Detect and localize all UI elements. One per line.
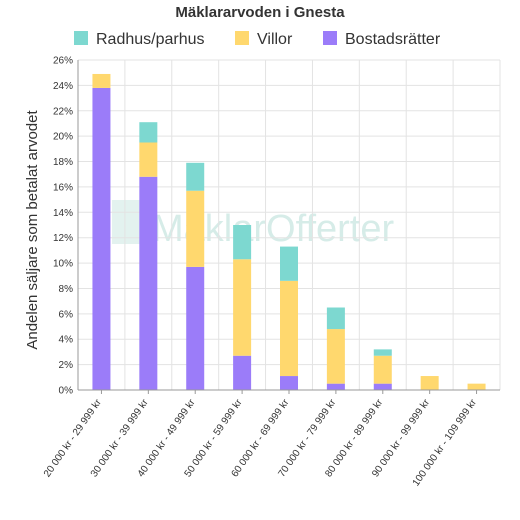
y-axis-label: Andelen säljare som betalat arvodet <box>24 110 41 350</box>
y-tick-label: 14% <box>53 208 73 219</box>
bar-segment-bostadsr-tter[interactable] <box>280 376 298 390</box>
bar-segment-bostadsr-tter[interactable] <box>233 355 252 390</box>
legend-label: Villor <box>257 31 293 48</box>
y-tick-label: 16% <box>53 182 73 193</box>
legend-swatch <box>74 31 88 45</box>
legend-swatch <box>235 31 249 45</box>
y-tick-label: 4% <box>59 335 74 346</box>
bar-segment-villor[interactable] <box>326 329 345 384</box>
bar-segment-villor[interactable] <box>467 383 486 390</box>
bar-segment-radhus-parhus[interactable] <box>139 122 158 143</box>
y-tick-label: 18% <box>53 157 73 168</box>
y-tick-label: 20% <box>53 132 73 143</box>
y-tick-label: 8% <box>59 284 74 295</box>
bar-segment-bostadsr-tter[interactable] <box>186 266 205 390</box>
bar-segment-bostadsr-tter[interactable] <box>139 176 158 390</box>
bar-segment-radhus-parhus[interactable] <box>280 246 298 281</box>
bar-segment-radhus-parhus[interactable] <box>326 307 345 330</box>
axes: 0%2%4%6%8%10%12%14%16%18%20%22%24%26%20 … <box>42 56 500 488</box>
bar-segment-villor[interactable] <box>139 142 158 177</box>
bar-segment-villor[interactable] <box>280 280 298 377</box>
bar-segment-bostadsr-tter[interactable] <box>326 383 345 390</box>
y-tick-label: 24% <box>53 81 73 92</box>
bar-segment-villor[interactable] <box>92 73 111 88</box>
y-tick-label: 2% <box>59 360 74 371</box>
bar-segment-bostadsr-tter[interactable] <box>92 87 111 390</box>
bar-segment-radhus-parhus[interactable] <box>186 162 205 191</box>
y-tick-label: 10% <box>53 259 73 270</box>
bar-segment-villor[interactable] <box>373 355 392 384</box>
y-tick-label: 0% <box>59 386 74 397</box>
y-tick-label: 12% <box>53 233 73 244</box>
bars <box>92 73 486 390</box>
y-tick-label: 22% <box>53 106 73 117</box>
legend-swatch <box>323 31 337 45</box>
bar-segment-radhus-parhus[interactable] <box>233 225 252 260</box>
legend-item[interactable]: Villor <box>235 31 293 48</box>
legend-item[interactable]: Bostadsrätter <box>323 31 441 48</box>
bar-segment-villor[interactable] <box>420 376 439 390</box>
legend-item[interactable]: Radhus/parhus <box>74 31 205 48</box>
legend-label: Bostadsrätter <box>345 31 441 48</box>
y-tick-label: 26% <box>53 56 73 67</box>
bar-segment-villor[interactable] <box>186 190 205 267</box>
bar-segment-villor[interactable] <box>233 259 252 356</box>
legend: Radhus/parhus Villor Bostadsrätter <box>74 31 441 48</box>
legend-label: Radhus/parhus <box>96 31 205 48</box>
chart-title: Mäklararvoden i Gnesta <box>175 4 345 21</box>
bar-segment-radhus-parhus[interactable] <box>373 349 392 356</box>
bar-segment-bostadsr-tter[interactable] <box>373 383 392 390</box>
y-tick-label: 6% <box>59 309 74 320</box>
